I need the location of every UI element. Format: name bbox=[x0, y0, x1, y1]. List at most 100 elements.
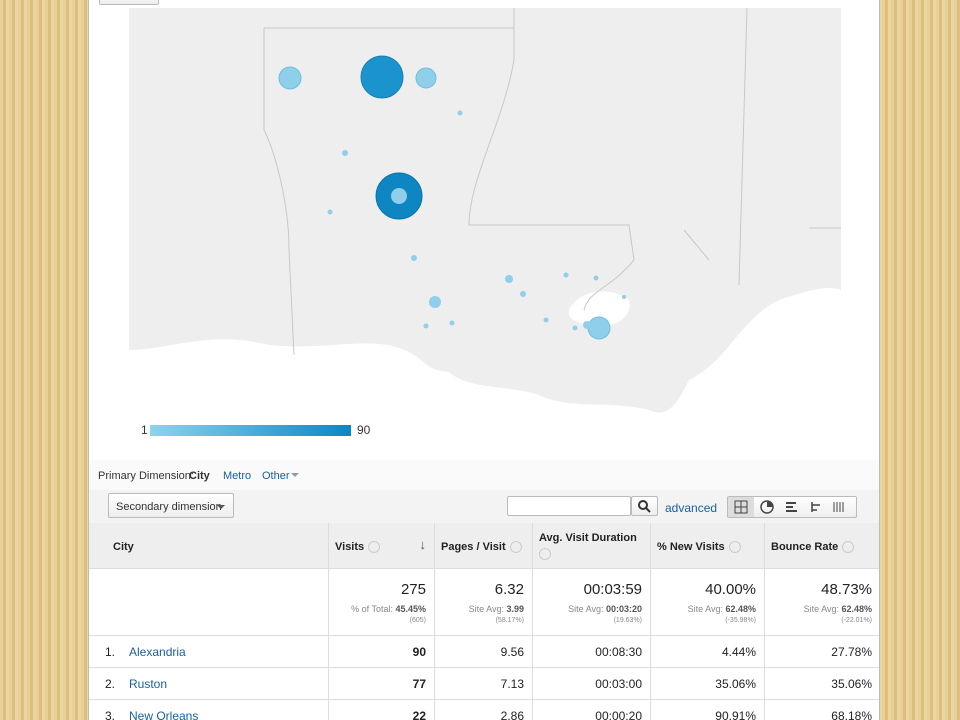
total-value: 6.32 bbox=[494, 581, 524, 598]
totals-cell: 00:03:59 Site Avg: 00:03:20 (19.63%) bbox=[533, 569, 651, 636]
column-title: % New Visits bbox=[657, 541, 725, 553]
total-compare: Site Avg: 62.48% bbox=[651, 604, 756, 614]
metric-cell: 9.56 bbox=[435, 636, 533, 668]
bubble bbox=[505, 275, 513, 283]
metric-cell: 35.06% bbox=[765, 668, 879, 700]
total-value: 275 bbox=[400, 581, 426, 598]
help-icon bbox=[368, 541, 381, 554]
city-link[interactable]: Alexandria bbox=[129, 645, 186, 659]
compare-label: Site Avg: bbox=[687, 604, 723, 614]
view-switcher bbox=[727, 496, 857, 518]
toolbar: Secondary dimension advanced bbox=[89, 490, 879, 524]
metric-cell: 4.44% bbox=[651, 636, 765, 668]
dimension-active[interactable]: City bbox=[189, 470, 210, 482]
state-border bbox=[263, 27, 635, 356]
column-header: % New Visits bbox=[651, 523, 765, 569]
dropdown-caret bbox=[217, 505, 225, 513]
lake bbox=[568, 291, 630, 327]
metric-cell: 00:03:00 bbox=[533, 668, 651, 700]
metric-cell: 35.06% bbox=[651, 668, 765, 700]
report-panel: 1 90 Primary Dimension: City Metro Other… bbox=[88, 0, 880, 720]
metric-cell: 00:08:30 bbox=[533, 636, 651, 668]
column-title: Bounce Rate bbox=[771, 541, 839, 553]
dimension-option[interactable]: Other bbox=[262, 470, 290, 482]
bubble bbox=[360, 55, 404, 99]
bubble bbox=[391, 188, 407, 204]
compare-pct: (19.63%) bbox=[613, 617, 642, 624]
metric-cell: 00:00:20 bbox=[533, 700, 651, 720]
metric-cell: 90 bbox=[329, 636, 435, 668]
search-box[interactable] bbox=[507, 496, 631, 516]
legend-max: 90 bbox=[357, 423, 371, 437]
totals-cell: 6.32 Site Avg: 3.99 (58.17%) bbox=[435, 569, 533, 636]
metric-cell: 90.91% bbox=[651, 700, 765, 720]
compare-value: 62.48% bbox=[725, 604, 756, 614]
compare-label: Site Avg: bbox=[468, 604, 504, 614]
search-button[interactable] bbox=[631, 496, 658, 516]
search-icon bbox=[638, 500, 651, 513]
row-index: 2. bbox=[105, 677, 116, 691]
compare-value: 62.48% bbox=[841, 604, 872, 614]
help-icon bbox=[539, 548, 551, 560]
column-title: Visits bbox=[335, 541, 365, 553]
legend-min: 1 bbox=[141, 423, 148, 437]
bubble bbox=[411, 255, 417, 261]
bubble bbox=[423, 323, 429, 329]
column-header: Bounce Rate bbox=[765, 523, 879, 569]
total-compare: Site Avg: 62.48% bbox=[765, 604, 872, 614]
compare-pct: (605) bbox=[409, 617, 426, 624]
gulf-water bbox=[129, 288, 841, 448]
bubble bbox=[587, 316, 611, 340]
compare-label: Site Avg: bbox=[803, 604, 839, 614]
city-cell: 3. New Orleans bbox=[89, 700, 329, 720]
city-cell: 1. Alexandria bbox=[89, 636, 329, 668]
help-icon bbox=[728, 541, 741, 554]
compare-label: % of Total: bbox=[351, 604, 393, 614]
view-icons bbox=[728, 497, 844, 517]
dimension-label: Primary Dimension: bbox=[98, 470, 194, 482]
totals-blank bbox=[89, 569, 329, 636]
metric-cell: 22 bbox=[329, 700, 435, 720]
compare-label: Site Avg: bbox=[568, 604, 604, 614]
bubble bbox=[543, 317, 549, 323]
dropdown-caret bbox=[291, 473, 299, 481]
dimension-bar: Primary Dimension: City Metro Other bbox=[89, 460, 879, 490]
column-title: Avg. Visit Duration bbox=[539, 532, 637, 544]
column-title: Pages / Visit bbox=[441, 541, 506, 553]
bubble bbox=[327, 209, 333, 215]
city-link[interactable]: New Orleans bbox=[129, 709, 199, 720]
bubble bbox=[572, 325, 578, 331]
city-cell: 2. Ruston bbox=[89, 668, 329, 700]
compare-value: 3.99 bbox=[506, 604, 524, 614]
total-compare: Site Avg: 00:03:20 bbox=[533, 604, 642, 614]
secondary-dimension-label: Secondary dimension bbox=[116, 501, 222, 513]
advanced-link[interactable]: advanced bbox=[665, 501, 718, 515]
top-button[interactable] bbox=[99, 0, 159, 5]
totals-cell: 48.73% Site Avg: 62.48% (-22.01%) bbox=[765, 569, 879, 636]
column-header: City bbox=[89, 523, 329, 569]
column-header: Visits ↓ bbox=[329, 523, 435, 569]
bubble bbox=[457, 110, 463, 116]
metric-cell: 68.18% bbox=[765, 700, 879, 720]
total-value: 40.00% bbox=[705, 581, 756, 598]
bubble bbox=[415, 67, 437, 89]
row-index: 1. bbox=[105, 645, 116, 659]
bubble bbox=[622, 295, 626, 299]
totals-cell: 275 % of Total: 45.45% (605) bbox=[329, 569, 435, 636]
compare-pct: (58.17%) bbox=[495, 617, 524, 624]
help-icon bbox=[509, 541, 522, 554]
metric-cell: 7.13 bbox=[435, 668, 533, 700]
visit-bubbles bbox=[278, 55, 626, 340]
secondary-dimension[interactable]: Secondary dimension bbox=[108, 493, 234, 518]
sort-arrow: ↓ bbox=[419, 537, 427, 552]
legend-gradient bbox=[150, 425, 351, 436]
compare-value: 00:03:20 bbox=[605, 604, 642, 614]
metric-cell: 2.86 bbox=[435, 700, 533, 720]
map: 1 90 bbox=[129, 7, 841, 448]
metric-cell: 77 bbox=[329, 668, 435, 700]
city-link[interactable]: Ruston bbox=[129, 677, 168, 691]
dimension-option[interactable]: Metro bbox=[223, 470, 252, 482]
totals-cell: 40.00% Site Avg: 62.48% (-35.98%) bbox=[651, 569, 765, 636]
total-compare: % of Total: 45.45% bbox=[329, 604, 426, 614]
state-border bbox=[513, 7, 841, 286]
